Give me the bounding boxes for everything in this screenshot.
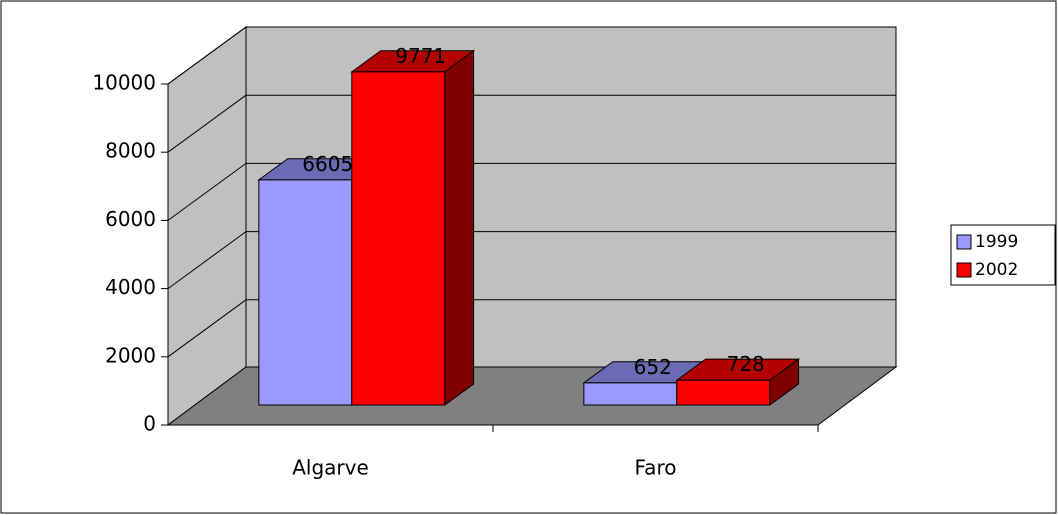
legend-label: 2002 bbox=[975, 260, 1018, 280]
y-tick-label: 10000 bbox=[92, 71, 156, 95]
data-label: 6605 bbox=[302, 152, 353, 176]
bar bbox=[351, 71, 446, 406]
data-label: 728 bbox=[727, 352, 765, 376]
legend-swatch bbox=[956, 234, 972, 250]
grid-line bbox=[167, 231, 247, 290]
grid-line bbox=[167, 26, 247, 85]
y-tick-label: 0 bbox=[143, 412, 156, 436]
bar-side bbox=[444, 49, 475, 407]
y-tick-label: 8000 bbox=[105, 139, 156, 163]
y-tick-label: 4000 bbox=[105, 275, 156, 299]
data-label: 9771 bbox=[395, 44, 446, 68]
data-label: 652 bbox=[634, 355, 672, 379]
legend: 1999 2002 bbox=[950, 224, 1056, 286]
y-tick-label: 6000 bbox=[105, 207, 156, 231]
x-tick-label: Algarve bbox=[292, 456, 369, 480]
legend-label: 1999 bbox=[975, 232, 1018, 252]
x-tick-label: Faro bbox=[635, 456, 677, 480]
legend-swatch bbox=[956, 262, 972, 278]
grid-line bbox=[167, 162, 247, 221]
grid-line bbox=[167, 299, 247, 358]
bar bbox=[258, 179, 353, 406]
left-wall bbox=[167, 26, 247, 426]
y-tick-label: 2000 bbox=[105, 343, 156, 367]
grid-line bbox=[167, 94, 247, 153]
bar bbox=[676, 379, 771, 406]
bar bbox=[583, 382, 678, 406]
